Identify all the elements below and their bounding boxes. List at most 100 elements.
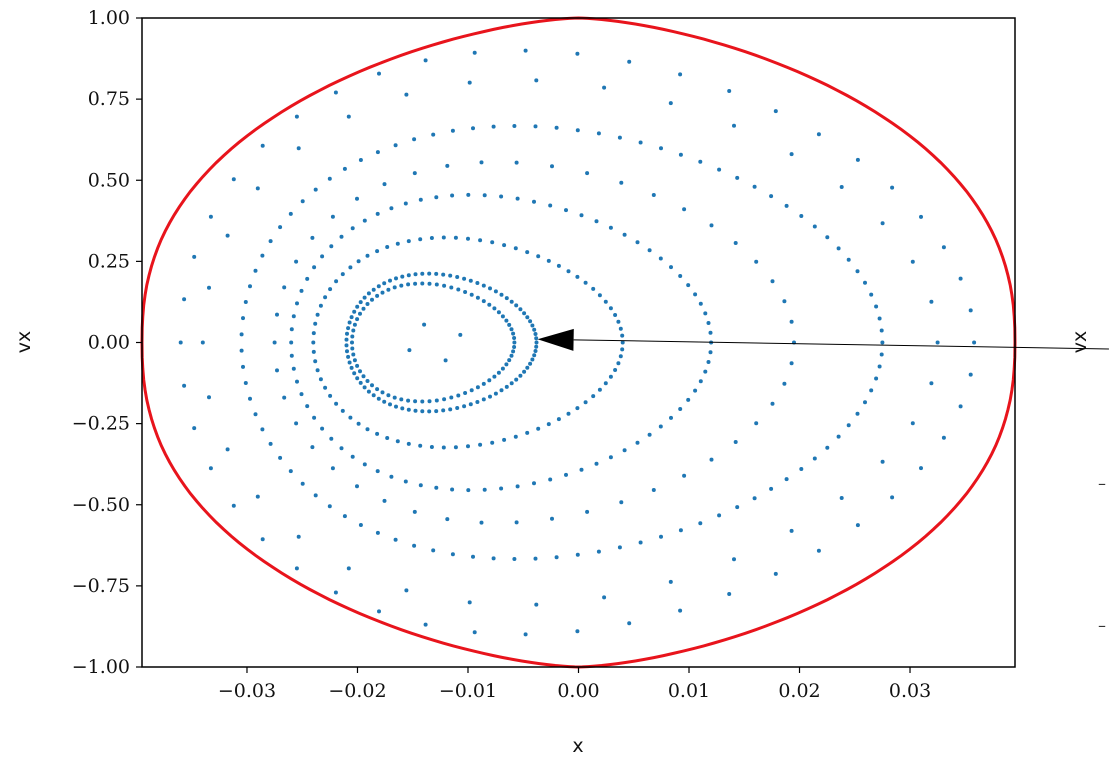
data-point [450, 193, 455, 198]
data-point [523, 632, 528, 637]
data-point [493, 391, 498, 396]
data-point [350, 346, 355, 351]
data-point [395, 439, 400, 444]
data-point [296, 146, 301, 151]
data-point [698, 379, 703, 384]
data-point [394, 404, 398, 409]
data-point [427, 271, 432, 276]
data-point [727, 89, 732, 93]
data-point [617, 135, 622, 140]
data-point [839, 185, 844, 189]
data-point [441, 272, 446, 277]
data-point [294, 566, 299, 571]
data-point [668, 579, 673, 584]
data-point [375, 530, 380, 535]
data-point [466, 488, 471, 493]
data-point [345, 331, 349, 336]
data-point [512, 124, 517, 128]
data-point [365, 253, 370, 258]
data-point [268, 239, 273, 244]
data-point [339, 234, 344, 239]
data-point [880, 221, 885, 226]
data-point [602, 85, 607, 90]
data-point [678, 72, 683, 77]
data-point [318, 377, 323, 382]
data-point [356, 259, 361, 264]
data-point [958, 404, 963, 409]
data-point [358, 311, 362, 316]
data-point [450, 487, 455, 492]
annotation-arrow-head [537, 328, 574, 351]
data-point [496, 310, 501, 315]
data-point [594, 219, 599, 224]
data-point [468, 278, 473, 283]
data-point [752, 184, 757, 189]
data-point [371, 393, 376, 398]
data-point [825, 235, 830, 240]
data-point [846, 423, 851, 428]
data-point [698, 521, 703, 526]
data-point [288, 469, 293, 474]
data-point [635, 240, 640, 245]
data-point [910, 421, 915, 426]
data-point [311, 331, 316, 336]
data-point [550, 164, 554, 169]
data-point [448, 407, 453, 412]
data-point [727, 592, 732, 596]
data-point [717, 513, 722, 518]
data-point [434, 409, 439, 414]
data-point [323, 295, 328, 300]
data-point [471, 126, 475, 131]
data-point [627, 59, 632, 64]
data-point [349, 315, 354, 320]
data-point [200, 340, 205, 345]
data-point [579, 467, 584, 472]
data-point [442, 397, 447, 402]
data-point [583, 400, 588, 405]
data-point [375, 293, 380, 298]
data-point [389, 206, 394, 211]
data-point [468, 402, 473, 407]
data-point [393, 537, 398, 542]
y-tick-label: −1.00 [72, 656, 130, 678]
data-point [347, 320, 352, 325]
data-point [941, 435, 946, 440]
data-point [618, 326, 623, 331]
data-point [518, 373, 523, 378]
data-point [669, 265, 673, 270]
data-point [400, 406, 405, 411]
data-point [456, 393, 461, 398]
data-point [350, 340, 354, 345]
data-point [399, 397, 404, 402]
y-tick-label: −0.75 [72, 575, 130, 597]
data-point [365, 302, 370, 306]
data-point [651, 488, 656, 492]
data-point [449, 395, 454, 400]
data-point [733, 440, 738, 444]
data-point [627, 621, 632, 626]
data-point [530, 323, 535, 328]
data-point [389, 474, 394, 479]
data-point [377, 609, 381, 614]
cutoff-tick-mark: – [1098, 616, 1106, 635]
data-point [382, 281, 387, 286]
data-point [344, 337, 349, 342]
data-point [296, 534, 301, 539]
y-tick-label: −0.50 [72, 494, 130, 516]
data-point [361, 306, 366, 311]
data-point [733, 241, 738, 245]
data-point [291, 366, 296, 371]
data-point [453, 445, 458, 450]
data-point [382, 498, 387, 503]
data-point [225, 447, 230, 452]
data-point [469, 292, 474, 297]
data-point [366, 389, 371, 394]
data-point [327, 504, 332, 509]
data-point [434, 282, 439, 287]
data-point [462, 404, 467, 409]
data-point [472, 50, 477, 55]
data-point [248, 396, 252, 401]
data-point [500, 314, 505, 319]
data-point [496, 370, 501, 375]
data-point [299, 288, 304, 293]
